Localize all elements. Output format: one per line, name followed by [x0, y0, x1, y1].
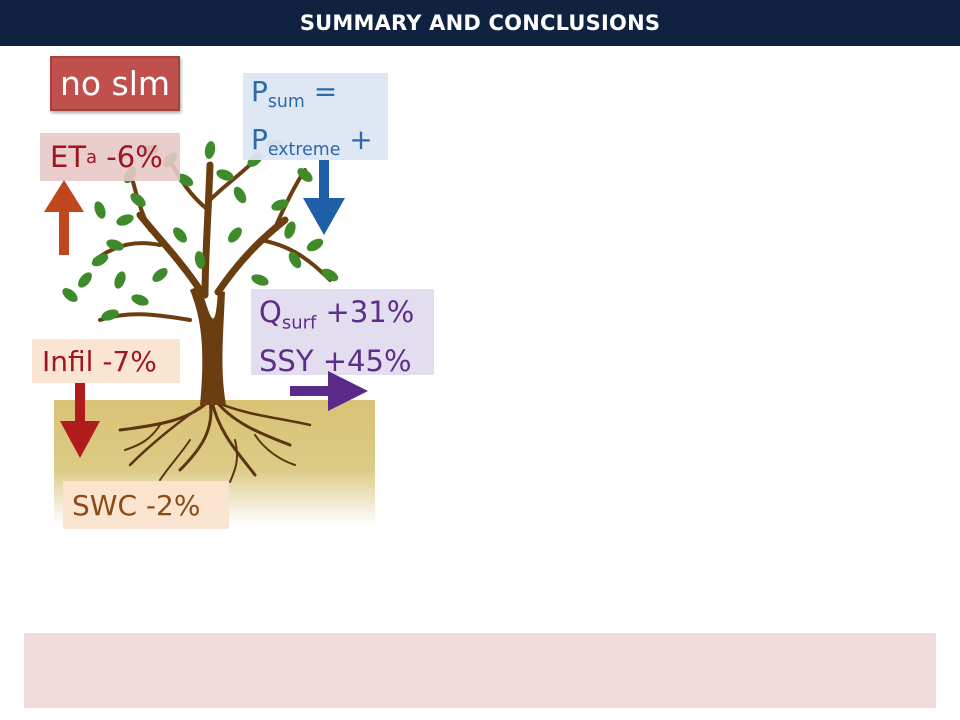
pextreme-suffix: + [349, 123, 373, 157]
soil-water-label: SWC -2% [63, 481, 229, 529]
eta-label: ET a -6% [40, 133, 180, 181]
eta-symbol: ET [50, 140, 87, 174]
psum-suffix: = [313, 75, 338, 108]
precip-line-1: Psum = [251, 73, 388, 121]
arrow-right-icon [290, 371, 368, 411]
slide-title-text: SUMMARY AND CONCLUSIONS [299, 11, 661, 35]
arrow-down-icon [303, 160, 345, 235]
precip-line-2: Pextreme + [251, 121, 388, 169]
eta-subscript: a [86, 146, 98, 168]
arrow-up-icon [44, 180, 84, 255]
scenario-label: no slm [59, 64, 171, 103]
scenario-badge: no slm [50, 56, 180, 111]
runoff-label: Qsurf +31% SSY +45% [251, 289, 434, 378]
psum-subscript: sum [267, 92, 305, 113]
arrow-down-icon [60, 383, 100, 458]
pextreme-subscript: extreme [267, 140, 341, 161]
qsurf-change: +31% [325, 295, 415, 329]
infiltration-label: Infil -7% [32, 339, 180, 383]
infil-text: Infil -7% [42, 344, 157, 378]
conclusion-box [24, 633, 936, 708]
qsurf-symbol: Q [259, 295, 282, 329]
slide-title: SUMMARY AND CONCLUSIONS [0, 0, 960, 46]
qsurf-subscript: surf [281, 312, 317, 334]
pextreme-symbol: P [251, 123, 268, 157]
tree-illustration [62, 139, 339, 483]
psum-symbol: P [251, 75, 268, 108]
eta-change: -6% [106, 140, 163, 174]
precipitation-label: Psum = Pextreme + [243, 73, 388, 160]
swc-text: SWC -2% [72, 488, 201, 522]
qsurf-line: Qsurf +31% [259, 293, 434, 342]
ssy-line: SSY +45% [259, 344, 412, 379]
